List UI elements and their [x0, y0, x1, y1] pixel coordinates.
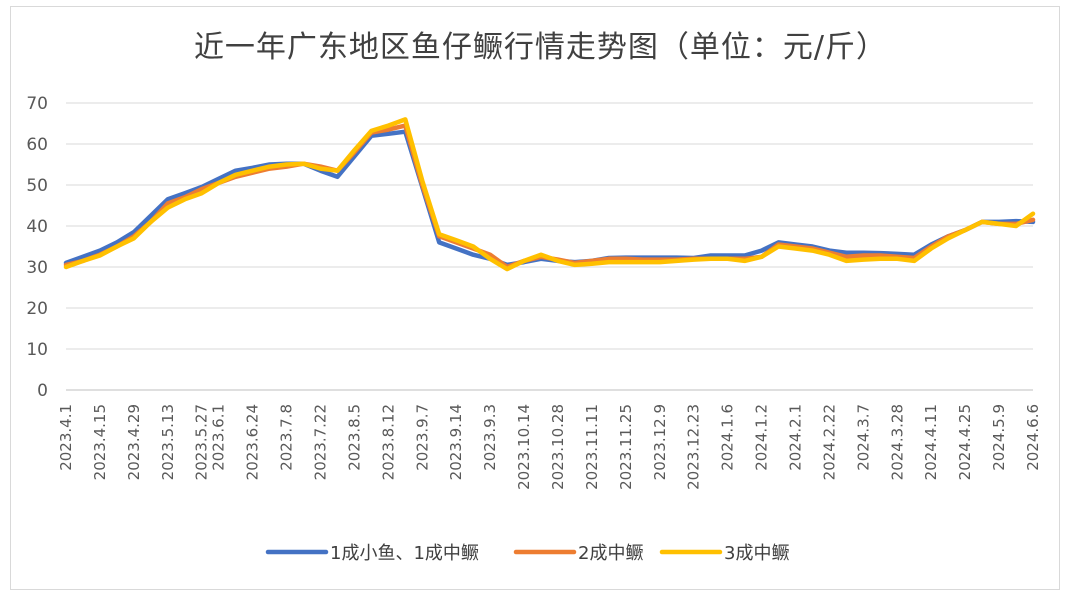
x-tick-label: 2023.7.22 [311, 404, 329, 480]
legend-label-3: 3成中鳜 [724, 543, 789, 564]
gridlines [66, 102, 1033, 391]
legend: 1成小鱼、1成中鳜 2成中鳜 3成中鳜 [265, 543, 789, 564]
y-tick-label: 50 [26, 176, 48, 196]
series-line-2 [63, 123, 1036, 270]
x-tick-label: 2023.4.29 [125, 404, 143, 480]
series-lines [63, 117, 1036, 272]
x-tick-label: 2023.5.13 [159, 404, 177, 480]
series-line-1 [63, 129, 1036, 268]
x-tick-label: 2023.8.12 [379, 404, 397, 480]
x-tick-label: 2023.6.1 [210, 404, 228, 471]
x-tick-label: 2023.4.15 [91, 404, 109, 480]
series-line-3 [63, 117, 1036, 272]
y-tick-label: 70 [26, 94, 48, 114]
x-tick-label: 2023.9.3 [481, 404, 499, 471]
x-tick-label: 2023.4.1 [57, 404, 75, 471]
x-tick-label: 2024.1.2 [753, 404, 771, 471]
x-tick-label: 2023.10.28 [549, 404, 567, 490]
x-tick-label: 2024.2.22 [820, 404, 838, 480]
x-tick-label: 2023.9.14 [447, 404, 465, 480]
x-axis-tick-labels: 2023.4.1 2023.4.15 2023.4.29 2023.5.13 2023.… [57, 404, 1042, 490]
x-tick-label: 2024.6.6 [1024, 404, 1042, 471]
x-tick-label: 2023.5.27 [193, 404, 211, 480]
x-tick-label: 2023.7.8 [278, 404, 296, 471]
x-tick-label: 2024.1.6 [719, 404, 737, 471]
x-tick-label: 2023.11.25 [617, 404, 635, 490]
x-tick-label: 2023.10.14 [515, 404, 533, 490]
x-tick-label: 2023.11.11 [583, 404, 601, 490]
x-tick-label: 2023.9.7 [413, 404, 431, 471]
x-tick-label: 2024.4.25 [956, 404, 974, 480]
x-tick-label: 2024.3.28 [888, 404, 906, 480]
legend-label-2: 2成中鳜 [578, 543, 643, 564]
y-tick-label: 40 [26, 217, 48, 237]
y-axis-tick-labels: 0 10 20 30 40 50 60 70 [26, 94, 48, 401]
legend-label-1: 1成小鱼、1成中鳜 [330, 543, 479, 564]
x-tick-label: 2024.3.7 [854, 404, 872, 471]
chart-title: 近一年广东地区鱼仔鳜行情走势图（单位：元/斤） [193, 30, 888, 65]
x-tick-label: 2023.8.5 [345, 404, 363, 471]
x-tick-label: 2024.2.1 [786, 404, 804, 471]
x-tick-label: 2024.4.11 [922, 404, 940, 480]
x-tick-label: 2023.6.24 [244, 404, 262, 480]
x-tick-label: 2024.5.9 [990, 404, 1008, 471]
y-tick-label: 20 [26, 299, 48, 319]
y-tick-label: 10 [26, 340, 48, 360]
x-tick-label: 2023.12.9 [651, 404, 669, 480]
x-tick-label: 2023.12.23 [685, 404, 703, 490]
y-tick-label: 30 [26, 258, 48, 278]
y-tick-label: 60 [26, 135, 48, 155]
y-tick-label: 0 [37, 381, 48, 401]
